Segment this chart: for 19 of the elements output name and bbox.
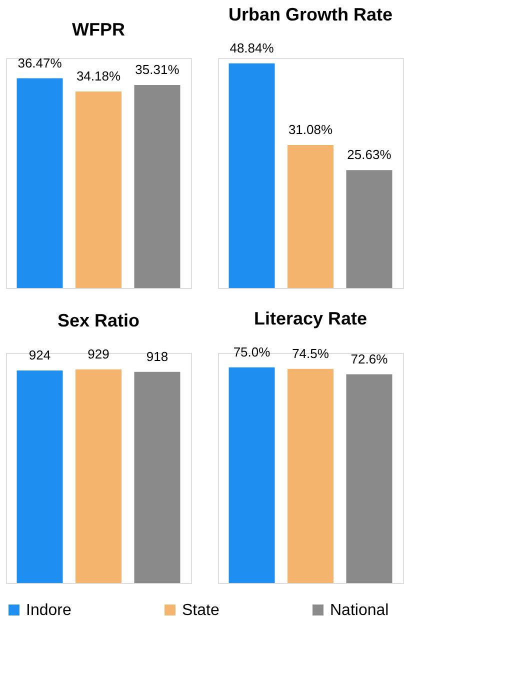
data-label: 918 bbox=[146, 348, 168, 364]
data-label: 34.18% bbox=[76, 68, 121, 84]
data-label: 25.63% bbox=[347, 147, 392, 162]
data-label: 31.08% bbox=[288, 122, 333, 138]
chart-title: Urban Growth Rate bbox=[228, 4, 393, 24]
data-label: 924 bbox=[28, 347, 51, 362]
legend-label: State bbox=[182, 602, 220, 619]
chart-title: Sex Ratio bbox=[57, 310, 140, 330]
data-label: 74.5% bbox=[292, 346, 330, 361]
data-label: 72.6% bbox=[350, 351, 388, 366]
data-label: 48.84% bbox=[230, 40, 274, 56]
chart-title: WFPR bbox=[72, 19, 125, 40]
legend-label: Indore bbox=[26, 602, 72, 619]
data-label: 929 bbox=[88, 346, 110, 362]
data-label: 35.31% bbox=[135, 62, 180, 77]
data-label: 36.47% bbox=[18, 55, 62, 70]
data-label: 75.0% bbox=[233, 344, 271, 360]
legend-label: National bbox=[330, 602, 389, 619]
chart-title: Literacy Rate bbox=[254, 308, 368, 328]
